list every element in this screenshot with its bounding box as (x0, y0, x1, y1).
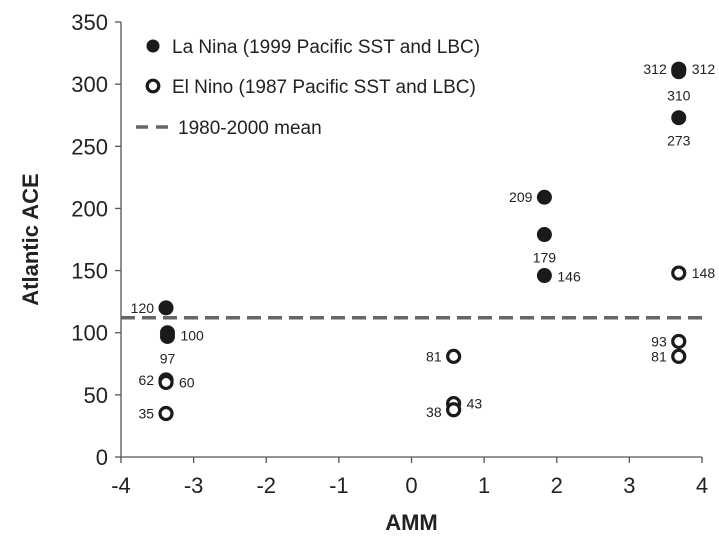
el-nino-point-label: 38 (426, 404, 442, 420)
tick-labels: 0 50 100 150 200 250 300 350 -4 -3 -2 -1 0 1 2 3 4 (71, 10, 708, 498)
x-tick-label: 2 (551, 473, 563, 498)
y-tick-label: 250 (71, 134, 108, 159)
el-nino-point (158, 405, 174, 422)
la-nina-point-label: 310 (667, 88, 691, 104)
la-nina-point-label: 312 (692, 61, 716, 77)
la-nina-point-label: 100 (180, 328, 204, 344)
x-tick-label: 4 (696, 473, 708, 498)
legend-el-nino-marker (145, 78, 161, 94)
legend-el-nino-label: El Nino (1987 Pacific SST and LBC) (172, 77, 476, 98)
la-nina-point-label: 120 (131, 300, 155, 316)
y-tick-label: 150 (71, 259, 108, 284)
la-nina-point-label: 209 (509, 189, 533, 205)
x-tick-label: 1 (478, 473, 490, 498)
el-nino-point-label: 148 (692, 265, 716, 281)
y-tick-label: 0 (96, 445, 108, 470)
el-nino-point-label: 62 (138, 372, 154, 388)
x-tick-label: 0 (405, 473, 417, 498)
y-tick-label: 50 (84, 383, 108, 408)
la-nina-point (158, 300, 174, 316)
y-tick-label: 300 (71, 72, 108, 97)
la-nina-point (159, 328, 175, 344)
x-tick-label: -3 (184, 473, 204, 498)
x-tick-label: -1 (329, 473, 349, 498)
la-nina-point (536, 268, 552, 284)
y-tick-label: 350 (71, 10, 108, 35)
el-nino-point-label: 81 (651, 348, 667, 364)
el-nino-point (671, 265, 687, 281)
y-tick-label: 100 (71, 321, 108, 346)
el-nino-point-label: 93 (651, 333, 667, 349)
legend-la-nina-marker (146, 39, 160, 53)
y-tick-label: 200 (71, 196, 108, 221)
x-axis-title: AMM (385, 510, 438, 535)
x-tick-label: -4 (111, 473, 131, 498)
data-points (158, 61, 687, 422)
la-nina-point-label: 312 (643, 61, 667, 77)
y-axis-title: Atlantic ACE (18, 173, 43, 305)
el-nino-point-label: 35 (138, 406, 154, 422)
x-tick-label: -2 (256, 473, 276, 498)
el-nino-point-label: 81 (426, 348, 442, 364)
la-nina-point-label: 97 (160, 350, 176, 366)
la-nina-point (536, 227, 552, 243)
el-nino-point (671, 348, 687, 364)
el-nino-point (671, 333, 687, 350)
el-nino-point-label: 60 (179, 374, 195, 390)
el-nino-point (446, 348, 462, 364)
x-tick-label: 3 (623, 473, 635, 498)
el-nino-point (158, 374, 174, 391)
la-nina-point (671, 64, 687, 80)
axes (115, 21, 703, 463)
la-nina-point (536, 189, 552, 205)
legend-la-nina-label: La Nina (1999 Pacific SST and LBC) (172, 37, 480, 58)
legend: La Nina (1999 Pacific SST and LBC) El Nin… (136, 37, 480, 139)
la-nina-point (671, 110, 687, 126)
la-nina-point-label: 273 (667, 133, 691, 149)
la-nina-point-label: 179 (533, 250, 557, 266)
legend-mean-line-label: 1980-2000 mean (178, 118, 322, 139)
el-nino-point-label: 43 (467, 396, 483, 412)
la-nina-point-label: 146 (557, 269, 581, 285)
el-nino-point (446, 402, 462, 418)
